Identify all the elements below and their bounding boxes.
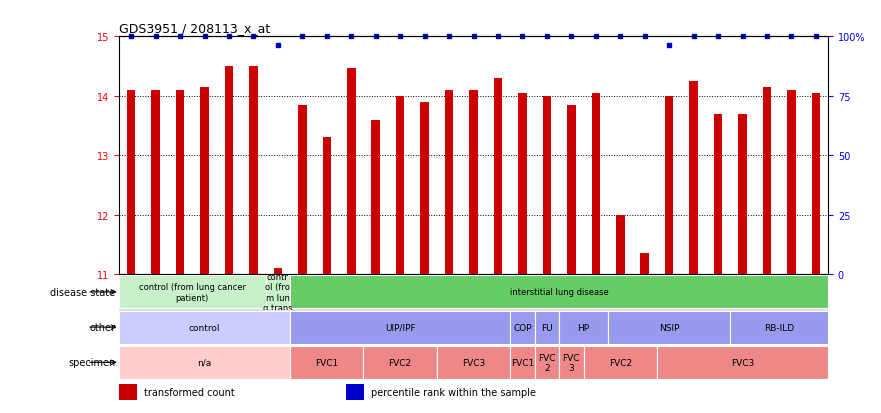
Bar [535,346,559,379]
Bar [119,384,137,400]
Bar [119,276,266,309]
Bar [714,114,722,275]
Bar [591,94,600,275]
Text: NSIP: NSIP [659,323,679,332]
Text: disease state: disease state [50,287,115,297]
Bar [119,275,828,327]
Bar [298,105,307,275]
Bar [738,114,747,275]
Text: FVC2: FVC2 [609,358,632,367]
Bar [346,384,364,400]
Text: interstitial lung disease: interstitial lung disease [510,288,609,297]
Bar [290,346,364,379]
Text: n/a: n/a [197,358,211,367]
Text: COP: COP [513,323,532,332]
Bar [372,120,380,275]
Text: transformed count: transformed count [144,387,234,397]
Text: FVC
2: FVC 2 [538,353,556,372]
Text: contr
ol (fro
m lun
g trans: contr ol (fro m lun g trans [263,272,292,312]
Bar [119,346,290,379]
Bar [788,90,796,275]
Bar [518,94,527,275]
Bar [730,311,828,344]
Bar [510,311,535,344]
Bar [543,97,552,275]
Bar [225,67,233,275]
Bar [689,82,698,275]
Text: RB-ILD: RB-ILD [764,323,795,332]
Text: FVC3: FVC3 [462,358,485,367]
Bar [657,346,828,379]
Text: FVC3: FVC3 [731,358,754,367]
Bar [420,102,429,275]
Bar [290,311,510,344]
Text: FVC1: FVC1 [511,358,534,367]
Text: control (from lung cancer
patient): control (from lung cancer patient) [139,282,246,302]
Bar [290,276,828,309]
Bar [665,97,673,275]
Text: other: other [89,322,115,332]
Bar [493,79,502,275]
Bar [535,311,559,344]
Bar [583,346,657,379]
Bar [608,311,730,344]
Text: FU: FU [541,323,552,332]
Bar [200,88,209,275]
Text: HP: HP [578,323,589,332]
Text: control: control [189,323,220,332]
Bar [364,346,437,379]
Bar [559,311,608,344]
Text: FVC
3: FVC 3 [563,353,580,372]
Bar [119,311,290,344]
Bar [640,254,649,275]
Text: percentile rank within the sample: percentile rank within the sample [371,387,536,397]
Bar [152,90,159,275]
Bar [176,90,184,275]
Bar [445,90,454,275]
Bar [559,346,583,379]
Bar [396,97,404,275]
Text: GDS3951 / 208113_x_at: GDS3951 / 208113_x_at [119,21,270,35]
Bar [811,94,820,275]
Text: UIP/IPF: UIP/IPF [385,323,416,332]
Bar [470,90,478,275]
Bar [510,346,535,379]
Bar [763,88,771,275]
Text: FVC2: FVC2 [389,358,411,367]
Bar [616,215,625,275]
Bar [127,90,136,275]
Bar [266,276,290,309]
Bar [347,69,356,275]
Bar [567,105,575,275]
Bar [249,67,258,275]
Text: specimen: specimen [68,357,115,368]
Bar [437,346,510,379]
Bar [322,138,331,275]
Text: FVC1: FVC1 [315,358,338,367]
Bar [274,269,282,275]
